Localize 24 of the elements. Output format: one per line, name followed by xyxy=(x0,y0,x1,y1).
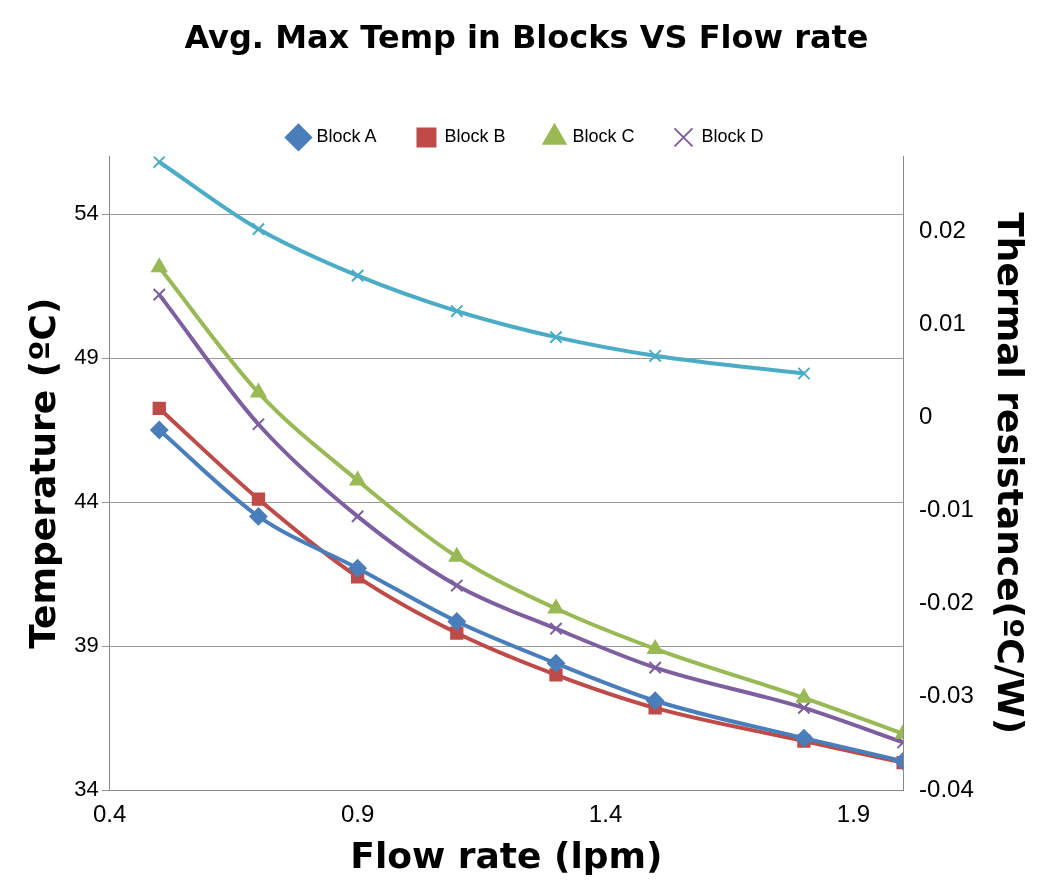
legend-label: Block A xyxy=(316,126,377,147)
y2-tick-label: 0.01 xyxy=(919,308,966,336)
y2-tick-label: 0.02 xyxy=(919,215,966,243)
x-tick-label: 0.4 xyxy=(92,800,127,828)
y2-tick-label: 0 xyxy=(919,401,933,429)
y2-tick-label: -0.01 xyxy=(919,495,974,523)
x-axis-title: Flow rate (lpm) xyxy=(350,834,663,876)
legend-label: Block B xyxy=(444,126,506,147)
legend-label: Block C xyxy=(572,126,635,147)
y-tick-label: 44 xyxy=(74,488,99,514)
y-tick-label: 34 xyxy=(74,776,99,802)
x-tick-label: 1.4 xyxy=(588,800,623,828)
y2-axis-title: Thermal resistance(ºC/W) xyxy=(990,212,1032,735)
x-tick-label: 0.9 xyxy=(340,800,375,828)
legend-label: Block D xyxy=(701,126,764,147)
chart-title: Avg. Max Temp in Blocks VS Flow rate xyxy=(184,17,869,56)
y-tick-label: 49 xyxy=(74,344,99,370)
x-tick-label: 1.9 xyxy=(836,800,871,828)
y-axis-title: Temperature (ºC) xyxy=(21,297,63,649)
y-tick-label: 39 xyxy=(74,632,99,658)
y2-tick-label: -0.02 xyxy=(919,588,974,616)
y2-tick-label: -0.04 xyxy=(919,774,974,802)
y-tick-label: 54 xyxy=(74,200,99,226)
y2-tick-label: -0.03 xyxy=(919,681,974,709)
